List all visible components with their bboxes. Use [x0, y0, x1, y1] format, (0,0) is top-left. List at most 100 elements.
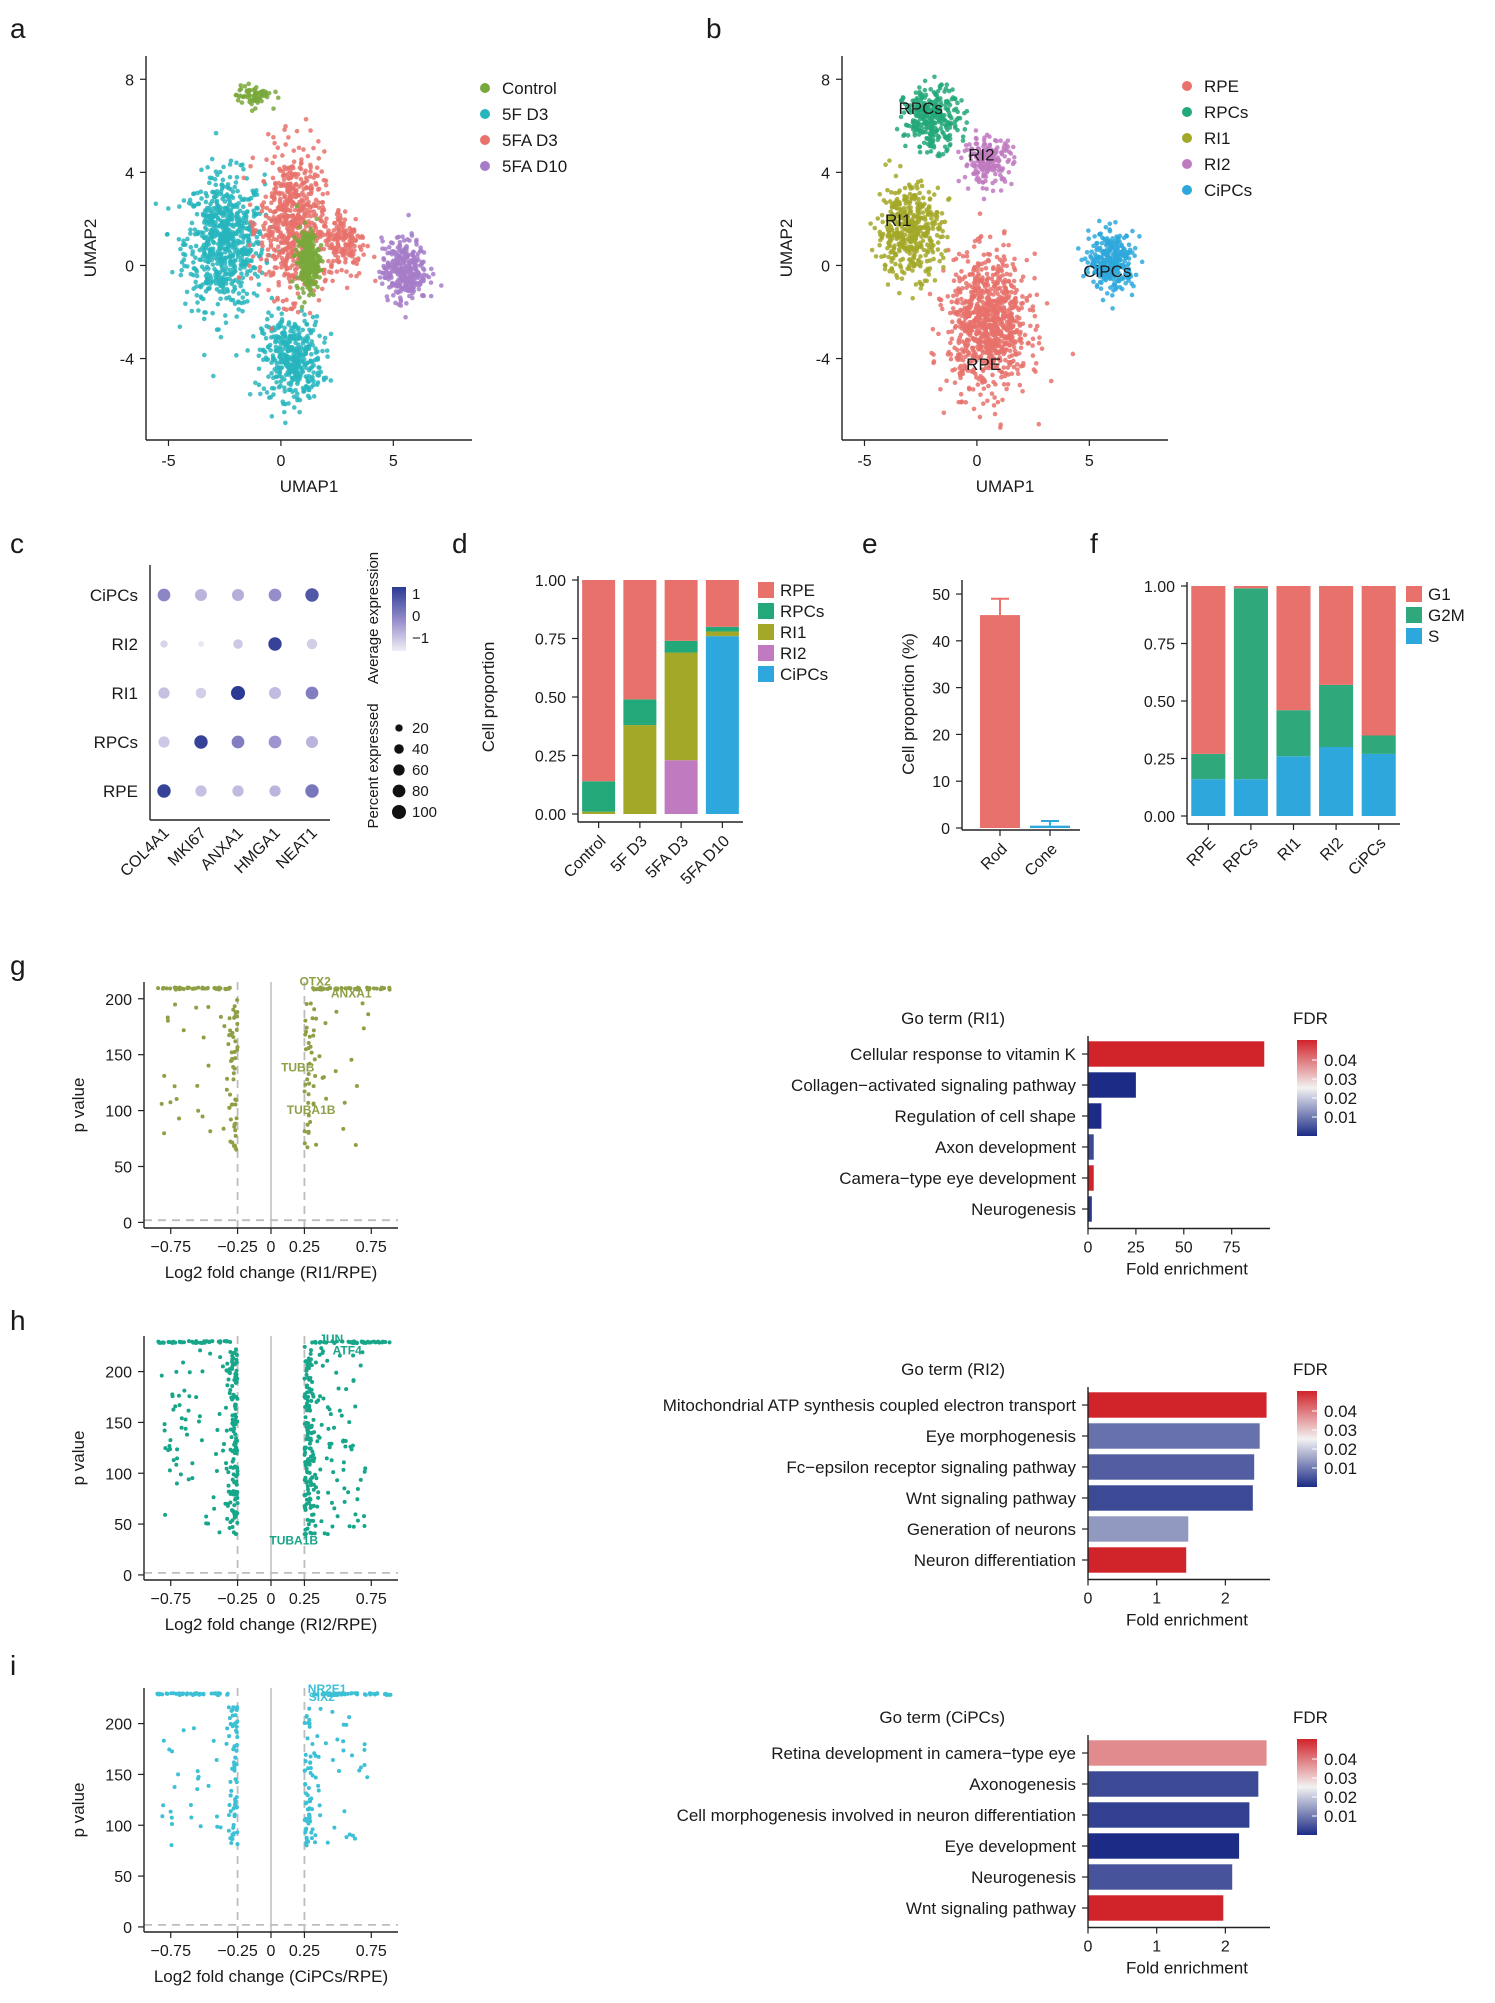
umap-point	[407, 264, 413, 270]
umap-point	[229, 212, 234, 217]
umap-point	[198, 294, 204, 299]
umap-point	[1004, 271, 1010, 277]
umap-point	[249, 108, 255, 114]
umap-point	[403, 314, 408, 320]
umap-point	[977, 314, 982, 320]
umap-point	[404, 301, 409, 306]
umap-point	[227, 267, 232, 273]
umap-point	[931, 352, 936, 357]
umap-point	[987, 341, 993, 347]
umap-point	[251, 214, 257, 219]
umap-point	[998, 425, 1003, 430]
umap-point	[204, 208, 210, 214]
umap-point	[410, 271, 415, 276]
bar-segment	[1319, 684, 1354, 747]
umap-point	[236, 275, 242, 280]
umap-point	[234, 247, 240, 252]
umap-point	[929, 120, 935, 126]
umap-point	[272, 367, 277, 372]
legend-swatch	[1406, 607, 1422, 623]
umap-point	[439, 283, 444, 288]
umap-point	[909, 239, 914, 244]
umap-point	[236, 94, 242, 99]
umap-point	[177, 324, 183, 330]
umap-point	[179, 267, 184, 273]
umap-point	[303, 362, 308, 367]
umap-point	[310, 374, 315, 380]
umap-point	[1096, 218, 1102, 224]
umap-point	[982, 307, 988, 313]
umap-point	[928, 111, 934, 117]
umap-point	[989, 391, 995, 396]
umap-point	[887, 237, 893, 242]
umap-point	[203, 273, 209, 279]
avg-legend-tick: 1	[412, 586, 420, 603]
umap-point	[308, 162, 313, 168]
umap-point	[981, 377, 987, 383]
umap-point	[323, 238, 329, 244]
umap-point	[379, 235, 384, 240]
umap-point	[939, 211, 945, 216]
umap-point	[297, 330, 302, 336]
umap-point	[235, 98, 241, 103]
umap-point	[1027, 293, 1033, 298]
umap-point	[284, 256, 290, 262]
expression-dot	[305, 735, 319, 749]
umap-point	[193, 279, 198, 285]
umap-point	[1100, 297, 1106, 303]
umap-point	[891, 204, 897, 209]
x-tick-label: RPE	[1184, 835, 1219, 870]
umap-point	[266, 90, 272, 96]
umap-point	[917, 89, 922, 95]
legend-label: CiPCs	[1204, 181, 1252, 200]
umap-point	[344, 285, 350, 291]
umap-point	[356, 270, 362, 276]
umap-point	[407, 288, 412, 293]
umap-point	[335, 255, 341, 260]
umap-point	[390, 293, 396, 298]
umap-point	[413, 239, 419, 245]
umap-point	[291, 357, 297, 362]
umap-point	[960, 324, 966, 329]
umap-point	[906, 205, 911, 211]
umap-point	[1088, 253, 1093, 259]
umap-point	[392, 281, 398, 287]
umap-point	[973, 358, 979, 364]
umap-point	[244, 257, 250, 262]
umap-point	[256, 282, 262, 287]
umap-point	[210, 262, 216, 267]
umap-point	[289, 325, 294, 331]
y-axis-label: Cell proportion	[479, 642, 498, 753]
umap-point	[269, 295, 275, 301]
umap-point	[913, 90, 919, 95]
umap-point	[935, 133, 940, 139]
umap-point	[1001, 254, 1007, 259]
umap-point	[1002, 335, 1007, 341]
umap-panel-b: -5 0 5840-4UMAP1UMAP2RPERPCsRI1RI2CiPCsRPC…	[777, 56, 1252, 496]
umap-point	[304, 322, 310, 327]
umap-point	[938, 302, 944, 308]
umap-point	[992, 411, 998, 417]
legend-label: 5FA D3	[502, 131, 558, 150]
umap-point	[407, 293, 412, 299]
umap-point	[941, 264, 946, 270]
umap-point	[279, 311, 285, 316]
umap-point	[203, 199, 209, 205]
umap-point	[912, 225, 918, 230]
umap-point	[1024, 257, 1030, 263]
umap-point	[275, 325, 281, 331]
bar-segment	[1191, 753, 1226, 780]
umap-point	[994, 337, 1000, 343]
umap-point	[885, 282, 891, 287]
umap-point	[987, 234, 993, 240]
umap-point	[959, 155, 964, 161]
legend-swatch	[1182, 159, 1192, 169]
umap-point	[294, 174, 299, 180]
legend-swatch	[1406, 628, 1422, 644]
umap-point	[259, 330, 265, 336]
umap-point	[899, 98, 905, 103]
umap-point	[969, 319, 974, 325]
umap-point	[275, 295, 280, 301]
umap-point	[276, 221, 281, 227]
umap-point	[344, 269, 349, 274]
